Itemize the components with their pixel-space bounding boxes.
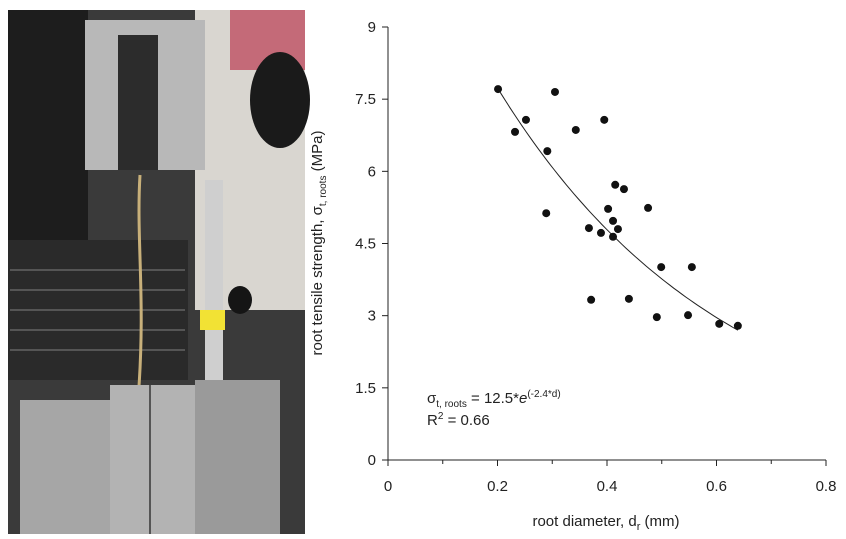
point [542,209,551,218]
point [733,321,742,330]
point [604,204,613,213]
point [511,127,520,136]
eq-e: e [519,390,527,407]
point [687,263,696,272]
y-axis-label: root tensile strength, σt, roots (MPa) [309,131,329,356]
x-axis-label: root diameter, dr (mm) [532,513,679,533]
y-tick-label: 7.5 [355,91,376,108]
x-label-sub: r [637,521,641,533]
y-label-unit: (MPa) [309,131,326,176]
y-label-main: root tensile strength, σ [309,205,326,355]
point [619,185,628,194]
point [550,87,559,96]
point [609,232,618,241]
point [613,225,622,234]
x-tick-label: 0.6 [706,478,727,495]
point [571,125,580,134]
point [644,203,653,212]
y-tick-label: 6 [368,163,376,180]
fit-curve [497,88,739,331]
point [715,319,724,328]
y-tick-label: 4.5 [355,236,376,253]
photo [8,10,310,534]
x-label-main: root diameter, d [532,513,636,530]
x-tick-label: 0.2 [487,478,508,495]
eq-sub: t, roots [436,399,467,410]
x-tick-label: 0.8 [816,478,837,495]
r2-eq: = 0.66 [443,412,489,429]
y-tick-label: 9 [368,19,376,36]
point [587,295,596,304]
point [609,216,618,225]
point [611,180,620,189]
point [596,228,605,237]
y-tick-label: 0 [368,452,376,469]
plot: 0 0.2 0.4 0.6 0.8 0 1.5 3 4.5 6 7.5 9 [355,19,836,495]
point [657,263,666,272]
equation: σt, roots = 12.5*e(-2.4*d) [427,389,561,410]
x-tick-label: 0.4 [597,478,618,495]
y-label-sub: t, roots [318,176,329,207]
point [494,85,503,94]
x-label-unit: (mm) [640,513,679,530]
r2-sup: 2 [438,411,444,422]
eq-sup: (-2.4*d) [527,389,560,400]
r2-r: R [427,412,438,429]
point [652,313,661,322]
point [624,294,633,303]
point [521,115,530,124]
point [600,115,609,124]
y-tick-label: 1.5 [355,380,376,397]
r-squared: R2 = 0.66 [427,411,490,429]
point [584,224,593,233]
point [543,147,552,156]
y-tick-label: 3 [368,308,376,325]
x-tick-label: 0 [384,478,392,495]
eq-sigma: σ [427,390,437,407]
eq-body: = 12.5* [467,390,519,407]
point [684,311,693,320]
